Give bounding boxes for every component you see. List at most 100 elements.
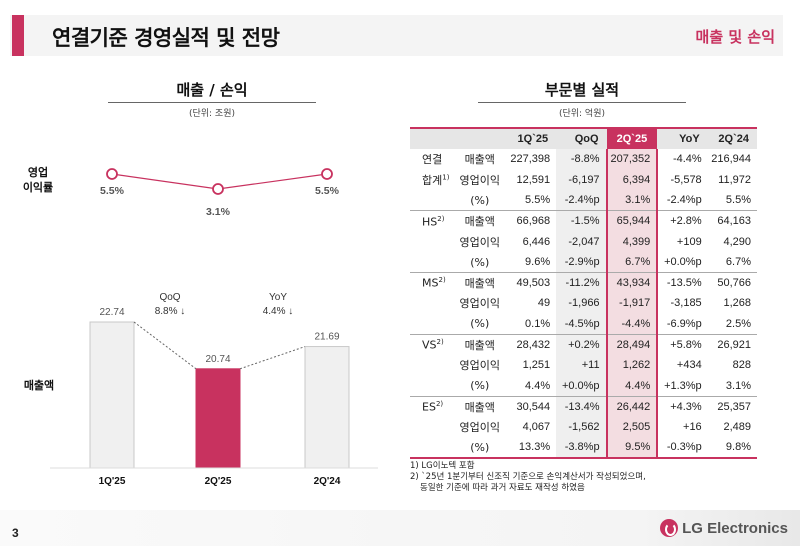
segment-name <box>410 417 455 438</box>
revenue-value-label: 22.74 <box>99 307 124 318</box>
segment-name <box>410 314 455 335</box>
metric: 매출액 <box>455 210 505 232</box>
cell-yoy: +2.8% <box>657 210 708 232</box>
metric: (%) <box>470 317 490 331</box>
yoy-connector <box>239 346 306 370</box>
header-1q25: 1Q`25 <box>504 127 557 149</box>
segment-name: ES2) <box>410 395 456 417</box>
cell-1q25: 0.1% <box>525 317 551 330</box>
cell-yoy: +4.3% <box>657 395 708 417</box>
cell-2q25: 6,394 <box>605 169 659 191</box>
cell-yoy: +1.3%p <box>664 379 702 392</box>
cell-qoq: -4.5%p <box>556 313 607 335</box>
cell-qoq: -8.8% <box>556 149 607 170</box>
cell-2q24: 5.5% <box>725 194 751 207</box>
cell-2q25: 3.1% <box>605 190 659 211</box>
revenue-row-label: 매출액 <box>23 379 55 392</box>
segment-name: VS2) <box>410 333 456 355</box>
footnote-1: 1) LG이노텍 포함 <box>410 461 475 471</box>
segment-results-table: 1Q`25 QoQ 2Q`25 YoY 2Q`24 연결 매출액 227,398 -8… <box>410 127 757 459</box>
margin-point <box>321 168 333 180</box>
cell-2q24: 64,163 <box>707 210 757 232</box>
cell-2q24: 9.8% <box>707 437 757 459</box>
cell-qoq: -3.8%p <box>556 437 607 459</box>
metric: 영업이익 <box>459 173 500 187</box>
cell-2q25: 4.4% <box>605 375 659 397</box>
cell-2q25: 65,944 <box>605 210 659 232</box>
slide-footer: 3 LG Electronics <box>0 510 800 546</box>
cell-1q25: 1,251 <box>522 359 551 372</box>
cell-1q25: 66,968 <box>504 210 557 232</box>
category-label: 2Q'25 <box>205 476 232 487</box>
table-row: 합계1) 영업이익 12,591 -6,197 6,394 -5,578 11,972 <box>410 169 757 191</box>
cell-qoq: -1,966 <box>556 293 607 314</box>
right-panel-unit: (단위: 억원) <box>558 109 606 119</box>
cell-1q25: 12,591 <box>516 173 551 186</box>
cell-qoq: -6,197 <box>556 169 607 191</box>
cell-2q25: 9.5% <box>605 437 659 459</box>
yoy-annotation-label: YoY <box>269 292 287 303</box>
table-row: (%) 0.1% -4.5%p -4.4% -6.9%p 2.5% <box>410 313 757 335</box>
margin-point <box>212 183 224 195</box>
segment-name: 합계1) <box>422 173 450 187</box>
revenue-value-label: 21.69 <box>314 332 339 343</box>
segment-name <box>410 355 455 376</box>
margin-label-line2: 이익률 <box>22 181 54 194</box>
cell-yoy: -6.9%p <box>666 317 702 330</box>
margin-label: 3.1% <box>206 206 231 218</box>
table-row: 영업이익 49 -1,966 -1,917 -3,185 1,268 <box>410 293 757 314</box>
slide-title: 연결기준 경영실적 및 전망 <box>52 26 280 50</box>
margin-line-chart: 5.5% 3.1% 5.5% <box>100 168 340 218</box>
cell-2q24: 828 <box>732 359 751 372</box>
cell-yoy: +109 <box>676 235 702 248</box>
metric: (%) <box>470 193 490 207</box>
lg-logo: LG Electronics <box>660 519 788 537</box>
table-row: 연결 매출액 227,398 -8.8% 207,352 -4.4% 216,944 <box>410 149 757 170</box>
metric: 매출액 <box>455 272 505 294</box>
cell-2q25: 43,934 <box>605 272 659 294</box>
revenue-value-label: 20.74 <box>205 354 230 365</box>
cell-2q24: 4,290 <box>723 235 751 248</box>
cell-yoy: +16 <box>683 421 702 434</box>
table-row: 영업이익 1,251 +11 1,262 +434 828 <box>410 354 757 376</box>
cell-2q25: 26,442 <box>605 395 659 417</box>
cell-2q25: 4,399 <box>605 231 659 252</box>
cell-2q25: 2,505 <box>605 416 659 438</box>
cell-2q25: 207,352 <box>605 149 659 170</box>
metric: 매출액 <box>464 153 495 167</box>
cell-1q25: 227,398 <box>510 153 551 166</box>
metric: 영업이익 <box>459 297 500 311</box>
metric: (%) <box>470 255 490 269</box>
qoq-annotation-value: 8.8% ↓ <box>155 306 186 317</box>
cell-yoy: +5.8% <box>657 333 708 355</box>
revenue-bar <box>304 346 350 469</box>
table-row: (%) 13.3% -3.8%p 9.5% -0.3%p 9.8% <box>410 437 757 459</box>
cell-1q25: 4,067 <box>522 421 551 434</box>
metric: 영업이익 <box>459 421 500 435</box>
cell-yoy: -5,578 <box>670 173 702 186</box>
segment-name <box>410 293 455 314</box>
footnote-2-cont: 동일한 기준에 따라 과거 자료도 재작성 하였음 <box>420 483 585 493</box>
cell-1q25: 28,432 <box>504 333 557 355</box>
margin-label-line1: 영업 <box>27 166 49 179</box>
segment-name <box>410 190 455 211</box>
left-panel-title: 매출 / 손익 <box>176 81 248 99</box>
cell-qoq: +0.0%p <box>556 375 607 397</box>
cell-qoq: +0.2% <box>556 333 607 355</box>
metric: 영업이익 <box>459 235 500 249</box>
segment-name: 연결 <box>422 153 443 167</box>
table-row: 영업이익 6,446 -2,047 4,399 +109 4,290 <box>410 231 757 252</box>
cell-2q25: 28,494 <box>605 333 659 355</box>
footnotes: 1) LG이노텍 포함 2) `25년 1분기부터 신조직 기준으로 손익계산서… <box>410 461 646 494</box>
cell-qoq: -13.4% <box>556 395 607 417</box>
cell-qoq: -1,562 <box>556 416 607 438</box>
cell-yoy: -4.4% <box>672 153 702 166</box>
cell-yoy: +0.0%p <box>664 256 702 269</box>
cell-qoq: -1.5% <box>556 210 607 232</box>
margin-point <box>106 168 118 180</box>
category-label: 1Q'25 <box>99 476 126 487</box>
cell-2q24: 3.1% <box>725 379 751 392</box>
header-yoy: YoY <box>657 127 708 149</box>
cell-1q25: 30,544 <box>504 395 557 417</box>
cell-yoy: -0.3%p <box>657 437 708 459</box>
